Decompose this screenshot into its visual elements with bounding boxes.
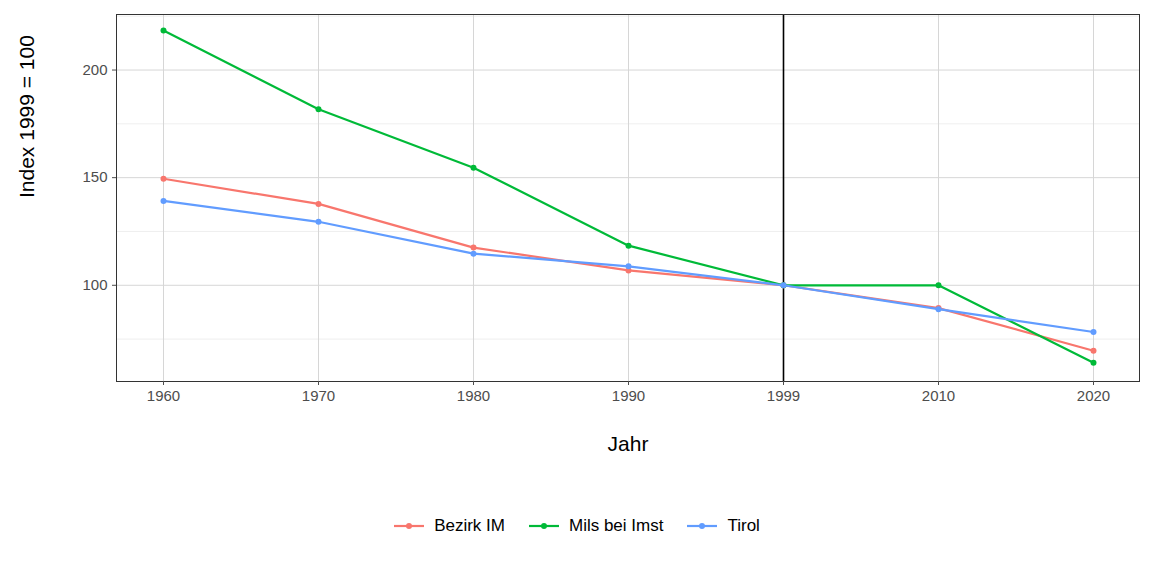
svg-text:1980: 1980 [457, 387, 490, 404]
svg-text:2020: 2020 [1077, 387, 1110, 404]
svg-text:1990: 1990 [612, 387, 645, 404]
svg-text:1999: 1999 [767, 387, 800, 404]
html-text:Bezirk IM: Bezirk IM [434, 515, 505, 535]
svg-text:150: 150 [82, 168, 107, 185]
html-text:Mils bei Imst: Mils bei Imst [569, 515, 664, 535]
svg-text:200: 200 [82, 61, 107, 78]
svg-text:2010: 2010 [922, 387, 955, 404]
svg-text:Index 1999 = 100: Index 1999 = 100 [15, 35, 38, 198]
svg-text:100: 100 [82, 276, 107, 293]
svg-text:1960: 1960 [147, 387, 180, 404]
svg-text:1970: 1970 [302, 387, 335, 404]
svg-text:Jahr: Jahr [608, 432, 649, 455]
html-text:Tirol: Tirol [727, 515, 760, 535]
